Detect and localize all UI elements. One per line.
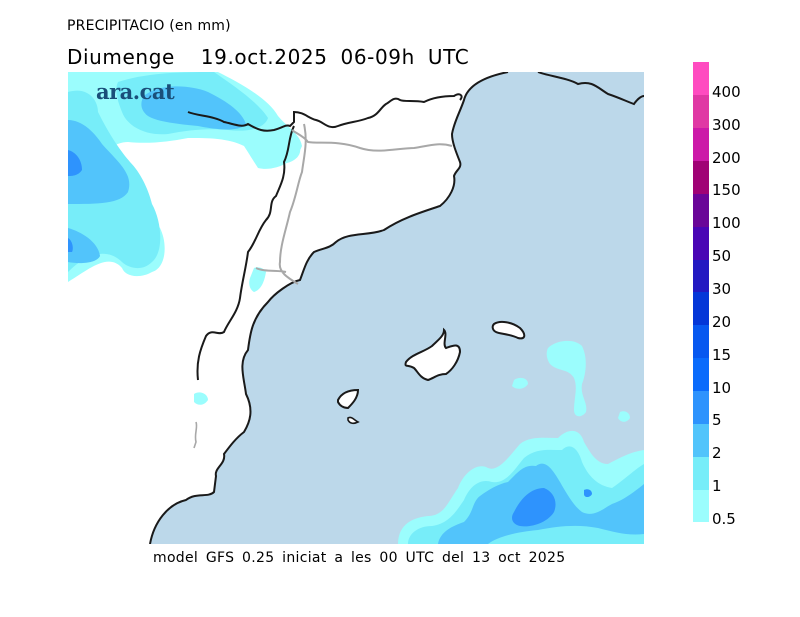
colorbar-band-2 [693,423,709,457]
precip-patch-east-3 [618,411,630,422]
colorbar-label: 400 [712,82,741,101]
island-mallorca [404,327,462,382]
region-border [255,123,453,285]
precipitation-colorbar [693,62,709,523]
precip-area-south [398,430,644,544]
precip-patch-valencia [194,392,208,405]
map-canvas [68,72,644,544]
colorbar-band-1 [693,456,709,490]
colorbar-band-30 [693,259,709,293]
colorbar-band-0.5 [693,489,709,523]
island-eivissa [337,388,360,410]
colorbar-label: 100 [712,214,741,233]
region-border-south [193,421,198,449]
colorbar-band-10 [693,357,709,392]
map-subtitle-date: Diumenge 19.oct.2025 06-09h UTC [67,45,470,69]
colorbar-label: 30 [712,280,732,298]
colorbar-label: 50 [712,247,732,266]
precip-area-northwest [68,72,302,282]
colorbar-label: 15 [712,345,732,364]
model-info-footer: model GFS 0.25 iniciat a les 00 UTC del … [153,550,566,566]
island-menorca [491,320,526,340]
island-formentera [347,416,360,425]
country-border-pyrenees [187,93,463,132]
colorbar-band-20 [693,292,709,326]
colorbar-band-150 [693,160,709,194]
colorbar-label: 1 [712,477,722,496]
colorbar-label: 300 [712,115,741,134]
colorbar-band-200 [693,127,709,162]
colorbar-label: 0.5 [712,510,736,528]
colorbar-band-15 [693,324,709,359]
colorbar-label: 10 [712,378,732,397]
colorbar-band-300 [693,94,709,129]
colorbar-label: 5 [712,411,722,430]
colorbar-label: 150 [712,181,741,200]
precip-patch-east-1 [546,340,587,417]
map-title: PRECIPITACIO (en mm) [67,18,231,34]
colorbar-band-400 [693,62,709,96]
colorbar-band-5 [693,390,709,424]
precip-patch-ebro [249,267,266,292]
colorbar-label: 200 [712,148,741,167]
colorbar-label: 20 [712,312,732,331]
colorbar-band-100 [693,193,709,227]
colorbar-band-50 [693,226,709,260]
coastline [149,72,644,544]
border-andorra-west [196,125,295,381]
precipitation-map [68,72,644,544]
colorbar-label: 2 [712,444,722,463]
precip-patch-east-2 [512,377,528,389]
sea-area [150,72,644,544]
ara-cat-logo: ara.cat [96,79,175,104]
